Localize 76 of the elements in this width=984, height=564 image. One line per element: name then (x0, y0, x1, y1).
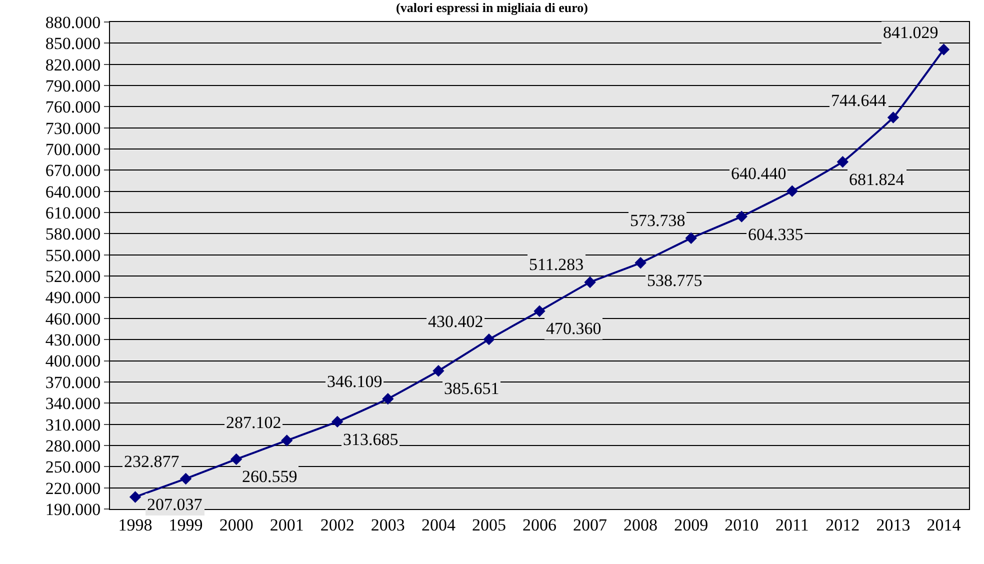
y-tick-label: 550.000 (45, 246, 101, 265)
y-tick-label: 310.000 (45, 415, 101, 434)
y-tick-label: 430.000 (45, 330, 101, 350)
data-label: 385.651 (444, 379, 500, 398)
y-tick-label: 850.000 (45, 34, 101, 54)
point (634, 256, 646, 269)
chart-title: (valori espressi in migliaia di euro) (396, 0, 588, 15)
data-label: 538.775 (647, 271, 702, 290)
point (786, 185, 798, 197)
y-tick-label: 490.000 (45, 288, 101, 308)
point (332, 416, 344, 428)
y-tick-label: 700.000 (45, 140, 101, 159)
point (180, 472, 192, 485)
data-label: 346.109 (327, 372, 382, 391)
data-label: 640.440 (731, 164, 786, 183)
x-tick-label: 2001 (270, 515, 304, 534)
x-tick-label: 2009 (674, 515, 708, 534)
y-tick-label: 790.000 (45, 76, 101, 96)
x-tick-label: 2007 (573, 515, 608, 534)
y-tick-label: 190.000 (45, 500, 101, 519)
y-tick-label: 670.000 (45, 161, 101, 180)
data-label: 841.029 (883, 23, 938, 42)
y-tick-label: 640.000 (45, 182, 101, 202)
point (432, 365, 444, 377)
y-tick-label: 610.000 (45, 204, 101, 223)
x-tick-label: 2010 (724, 515, 759, 534)
data-label: 573.738 (630, 211, 686, 230)
data-label: 681.824 (849, 170, 905, 189)
point (382, 392, 394, 405)
data-label: 511.283 (529, 255, 584, 274)
x-tick-label: 2012 (826, 515, 860, 534)
x-tick-label: 2002 (320, 515, 354, 534)
point (281, 434, 293, 446)
x-tick-label: 2006 (522, 515, 556, 534)
point (685, 232, 697, 244)
x-tick-label: 2004 (421, 515, 456, 534)
x-tick-label: 1999 (168, 515, 203, 534)
y-tick-label: 400.000 (45, 352, 101, 371)
point (584, 276, 596, 288)
point (483, 333, 495, 346)
data-label: 604.335 (748, 225, 804, 244)
data-label: 313.685 (343, 430, 398, 449)
data-label: 470.360 (546, 319, 602, 338)
x-tick-label: 2011 (775, 515, 809, 534)
data-label: 430.402 (428, 312, 484, 331)
y-tick-label: 580.000 (45, 224, 101, 244)
x-tick-label: 2003 (370, 515, 405, 534)
y-tick-label: 460.000 (45, 309, 101, 328)
y-tick-label: 340.000 (45, 394, 101, 414)
data-label: 207.037 (147, 495, 203, 514)
x-tick-label: 2005 (472, 515, 506, 534)
data-label: 287.102 (226, 413, 282, 432)
point (887, 112, 900, 124)
y-tick-label: 370.000 (45, 372, 101, 392)
y-tick-label: 280.000 (45, 436, 101, 456)
data-label: 744.644 (831, 91, 887, 110)
point (938, 44, 950, 56)
y-tick-label: 760.000 (45, 98, 101, 117)
y-tick-label: 520.000 (45, 267, 101, 286)
point (230, 453, 242, 466)
point (534, 305, 546, 317)
point (736, 210, 748, 222)
x-tick-label: 2000 (219, 515, 254, 534)
x-tick-label: 2014 (926, 515, 962, 534)
point (129, 491, 142, 503)
y-tick-label: 220.000 (45, 478, 101, 498)
data-label: 260.559 (242, 467, 298, 486)
y-tick-label: 250.000 (45, 458, 101, 477)
x-tick-label: 2008 (624, 515, 658, 534)
x-tick-label: 2013 (876, 515, 910, 534)
data-label: 232.877 (124, 452, 180, 471)
y-tick-label: 880.000 (45, 12, 101, 32)
y-tick-label: 820.000 (45, 55, 101, 74)
x-tick-label: 1998 (118, 515, 152, 534)
y-tick-label: 730.000 (45, 118, 101, 138)
point (836, 156, 849, 168)
